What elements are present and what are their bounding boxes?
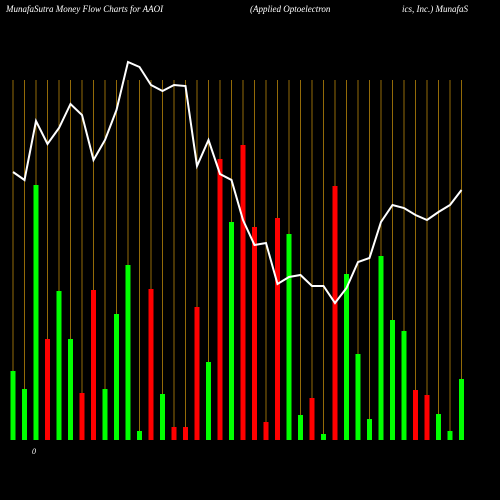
bar bbox=[10, 371, 16, 440]
bar bbox=[160, 394, 165, 440]
bar bbox=[390, 320, 395, 440]
bar bbox=[286, 234, 292, 440]
bar bbox=[206, 362, 211, 440]
bar bbox=[56, 291, 62, 440]
bar bbox=[240, 145, 246, 440]
bar bbox=[171, 427, 177, 440]
bar bbox=[309, 398, 315, 440]
bar bbox=[378, 256, 384, 440]
bar bbox=[217, 159, 223, 440]
bar bbox=[229, 222, 234, 440]
bar bbox=[33, 185, 39, 440]
bar bbox=[137, 431, 142, 440]
chart-subtitle: ics, Inc.) MunafaS bbox=[402, 4, 468, 14]
bar bbox=[102, 389, 108, 440]
bar bbox=[355, 354, 361, 440]
bar bbox=[45, 339, 50, 440]
bar bbox=[332, 186, 338, 440]
bar bbox=[68, 339, 73, 440]
bar bbox=[436, 414, 441, 440]
y-tick-label: 0 bbox=[32, 447, 36, 456]
bar bbox=[252, 227, 257, 440]
bar bbox=[22, 389, 27, 440]
bar bbox=[194, 307, 200, 440]
bar bbox=[125, 265, 131, 440]
bar bbox=[183, 427, 188, 440]
bar bbox=[344, 274, 349, 440]
bar bbox=[263, 422, 269, 440]
bar bbox=[447, 431, 453, 440]
chart-subtitle: (Applied Optoelectron bbox=[250, 4, 331, 14]
bar bbox=[401, 331, 407, 440]
bar bbox=[413, 390, 418, 440]
bar bbox=[148, 289, 154, 440]
bar bbox=[114, 314, 119, 440]
money-flow-line bbox=[12, 60, 463, 305]
bar bbox=[298, 415, 303, 440]
chart-title: MunafaSutra Money Flow Charts for AAOI bbox=[5, 4, 164, 14]
bar bbox=[459, 379, 464, 440]
bar bbox=[275, 218, 280, 440]
bar bbox=[91, 290, 96, 440]
bar bbox=[367, 419, 372, 440]
bar bbox=[321, 434, 326, 440]
bar bbox=[424, 395, 430, 440]
bar bbox=[79, 393, 85, 440]
